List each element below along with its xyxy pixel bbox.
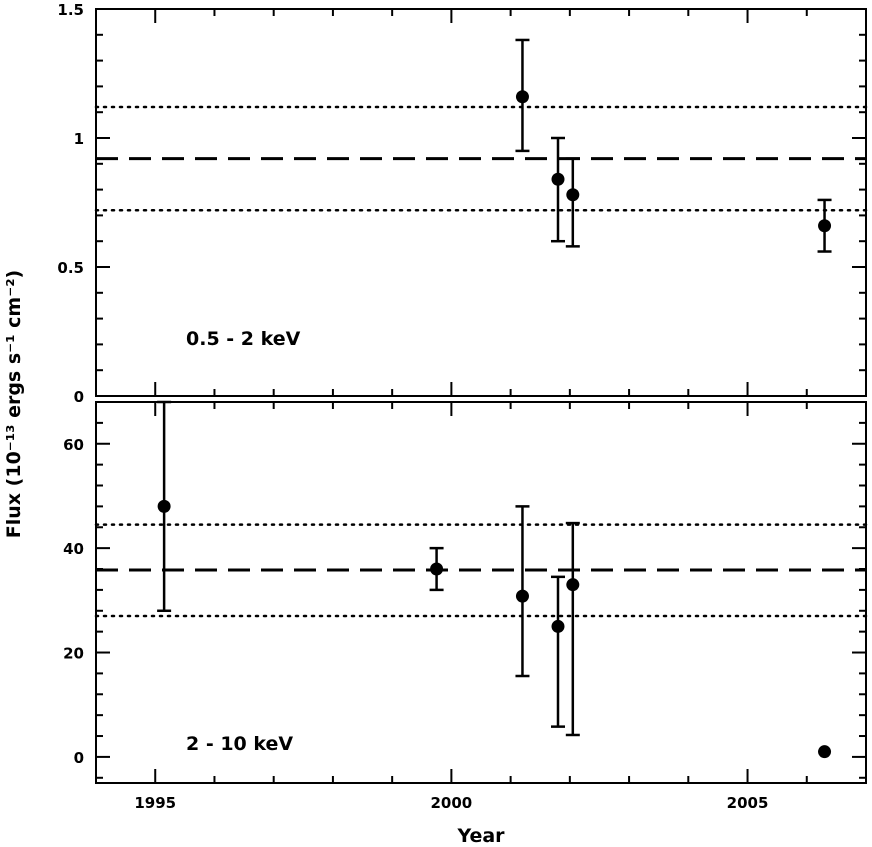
hard-band-data-points bbox=[157, 400, 832, 759]
data-point bbox=[566, 578, 580, 592]
soft-band-ticks: 0 0.5 1 1.5 bbox=[57, 1, 867, 406]
y-axis-title: Flux (10⁻¹³ ergs s⁻¹ cm⁻²) bbox=[3, 270, 25, 538]
soft-band-panel: 0 0.5 1 1.5 0.5 - 2 keV bbox=[57, 1, 868, 406]
y-tick-label: 1 bbox=[74, 130, 84, 148]
y-tick-label: 0 bbox=[74, 388, 84, 406]
y-tick-label: 0 bbox=[74, 749, 84, 767]
y-tick-label: 20 bbox=[63, 645, 84, 663]
x-tick-label: 1995 bbox=[134, 794, 176, 812]
hard-band-plot-frame bbox=[95, 401, 867, 784]
x-tick-label: 2000 bbox=[431, 794, 473, 812]
data-point bbox=[566, 188, 580, 202]
data-point bbox=[551, 619, 565, 633]
hard-band-label: 2 - 10 keV bbox=[186, 733, 293, 755]
hard-band-panel: 1995 2000 2005 0 20 40 60 2 - 10 keV bbox=[63, 400, 868, 812]
x-axis-title: Year bbox=[456, 825, 505, 847]
y-tick-label: 0.5 bbox=[57, 259, 84, 277]
soft-band-reference-lines bbox=[94, 105, 868, 212]
data-point bbox=[818, 219, 832, 233]
hard-band-reference-lines bbox=[94, 523, 868, 618]
hard-band-ticks: 1995 2000 2005 0 20 40 60 bbox=[63, 401, 867, 812]
x-tick-label: 2005 bbox=[727, 794, 769, 812]
y-tick-label: 40 bbox=[63, 540, 84, 558]
data-point bbox=[515, 90, 529, 104]
y-tick-label: 60 bbox=[63, 436, 84, 454]
data-point bbox=[430, 562, 444, 576]
soft-band-plot-frame bbox=[95, 8, 867, 397]
data-point bbox=[157, 499, 171, 513]
data-point bbox=[551, 172, 565, 186]
y-tick-label: 1.5 bbox=[57, 1, 84, 19]
soft-band-data-points bbox=[515, 38, 832, 253]
data-point bbox=[515, 589, 529, 603]
soft-band-label: 0.5 - 2 keV bbox=[186, 328, 301, 350]
data-point bbox=[818, 745, 832, 759]
